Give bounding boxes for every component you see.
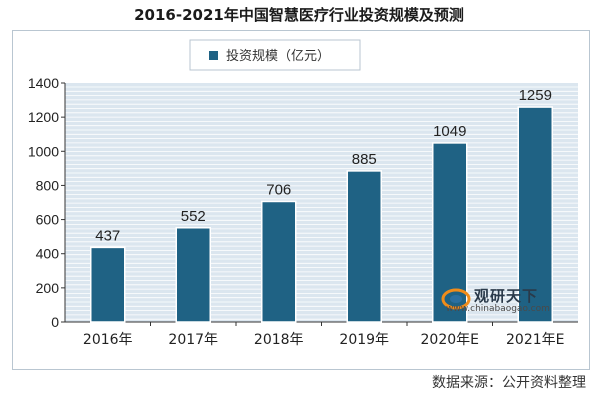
bar [261, 200, 297, 323]
plot-area [65, 83, 578, 322]
y-tick-label: 400 [36, 246, 60, 262]
source-note: 数据来源：公开资料整理 [432, 375, 586, 391]
chart-title: 2016-2021年中国智慧医疗行业投资规模及预测 [134, 6, 464, 24]
legend-label: 投资规模（亿元） [226, 48, 330, 64]
bar [90, 246, 126, 323]
y-tick-label: 1000 [28, 143, 59, 159]
legend-swatch [209, 51, 218, 60]
bar-value-label: 552 [181, 208, 206, 225]
y-tick-label: 1200 [28, 109, 59, 125]
bar-value-label: 706 [266, 181, 291, 198]
y-tick-label: 0 [51, 314, 59, 330]
bar-value-label: 1259 [519, 87, 552, 104]
x-tick-label: 2019年 [339, 332, 389, 348]
bar-value-label: 1049 [433, 123, 466, 140]
bar [432, 142, 468, 323]
x-tick-label: 2021年E [506, 332, 564, 348]
y-tick-label: 200 [36, 280, 60, 296]
y-tick-label: 800 [36, 177, 60, 193]
x-tick-label: 2016年 [83, 332, 133, 348]
x-tick-label: 2017年 [168, 332, 218, 348]
bar-value-label: 885 [352, 151, 377, 168]
x-tick-label: 2018年 [254, 332, 304, 348]
bar [175, 227, 211, 323]
x-tick-label: 2020年E [421, 332, 479, 348]
y-tick-label: 600 [36, 212, 60, 228]
bar [346, 170, 382, 323]
y-tick-label: 1400 [28, 75, 59, 91]
bar-value-label: 437 [95, 227, 120, 244]
legend: 投资规模（亿元） [189, 39, 361, 71]
bar [517, 106, 553, 323]
